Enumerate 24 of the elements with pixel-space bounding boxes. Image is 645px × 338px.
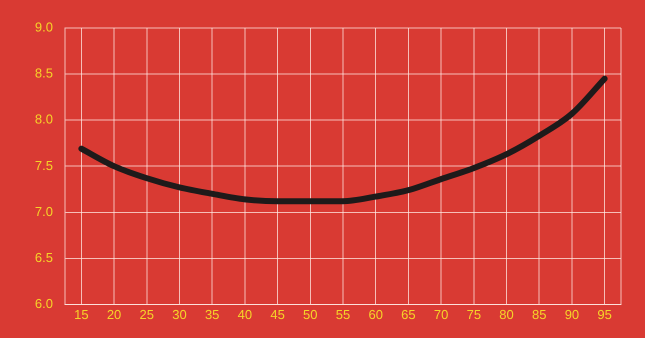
y-tick-label: 8.5 xyxy=(34,66,53,81)
x-tick-label: 90 xyxy=(564,306,580,322)
x-tick-label: 50 xyxy=(303,306,318,322)
x-tick-label: 95 xyxy=(597,306,612,322)
x-tick-label: 30 xyxy=(172,306,187,322)
x-tick-label: 40 xyxy=(238,306,252,322)
y-tick-label: 6.0 xyxy=(34,296,53,311)
x-tick-label: 75 xyxy=(466,306,482,322)
x-tick-label: 60 xyxy=(368,306,383,322)
x-tick-label: 25 xyxy=(140,306,154,322)
y-tick-label: 8.0 xyxy=(34,112,53,127)
x-tick-label: 70 xyxy=(434,306,448,322)
x-tick-label: 15 xyxy=(74,306,89,322)
y-tick-label: 9.0 xyxy=(34,20,53,35)
x-tick-label: 55 xyxy=(336,306,350,322)
x-tick-label: 35 xyxy=(204,306,220,322)
x-tick-label: 80 xyxy=(499,306,514,322)
x-tick-label: 85 xyxy=(532,306,546,322)
x-tick-label: 20 xyxy=(106,306,122,322)
y-tick-label: 7.5 xyxy=(34,158,53,173)
x-tick-label: 45 xyxy=(270,306,285,322)
y-tick-label: 6.5 xyxy=(34,250,53,265)
x-tick-label: 65 xyxy=(401,306,416,322)
y-tick-label: 7.0 xyxy=(34,204,53,219)
